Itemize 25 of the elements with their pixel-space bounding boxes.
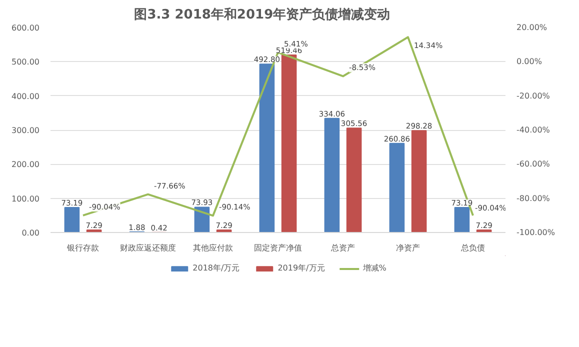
y-tick-label: 300.00 (12, 126, 40, 135)
x-tick-label: 总资产 (330, 244, 355, 252)
y-tick-label: 0.00 (22, 228, 40, 238)
chart-title: 图3.3 2018年和2019年资产负债增减变动 (134, 6, 390, 22)
x-tick-label: 净资产 (396, 244, 420, 252)
y2-tick-label: -40.00% (516, 126, 550, 134)
x-tick-label: 其他应付款 (193, 244, 233, 252)
y-tick-label: 600.00 (12, 24, 40, 32)
legend-label: 2018年/万元 (192, 262, 240, 274)
x-tick-label: 固定资产净值 (254, 244, 302, 252)
x-tick-label: 银行存款 (66, 244, 99, 252)
y2-tick-label: -60.00% (516, 160, 550, 169)
y-tick-label: 200.00 (12, 160, 40, 170)
y-tick-label: 100.00 (12, 194, 40, 204)
y2-tick-label: -20.00% (516, 91, 550, 100)
y2-tick-label: 20.00% (516, 23, 548, 32)
legend-label: 2019年/万元 (278, 262, 325, 274)
y-tick-label: 400.00 (12, 92, 40, 101)
x-tick-label: 总负债 (460, 244, 485, 252)
x-tick-label: 财政应返还额度 (120, 244, 176, 252)
y2-tick-label: 0.00% (516, 57, 542, 66)
y2-tick-label: -100.00% (516, 228, 556, 237)
y2-tick-label: -80.00% (516, 194, 550, 203)
legend-label: 增减% (362, 262, 386, 274)
y-tick-label: 500.00 (12, 58, 40, 67)
